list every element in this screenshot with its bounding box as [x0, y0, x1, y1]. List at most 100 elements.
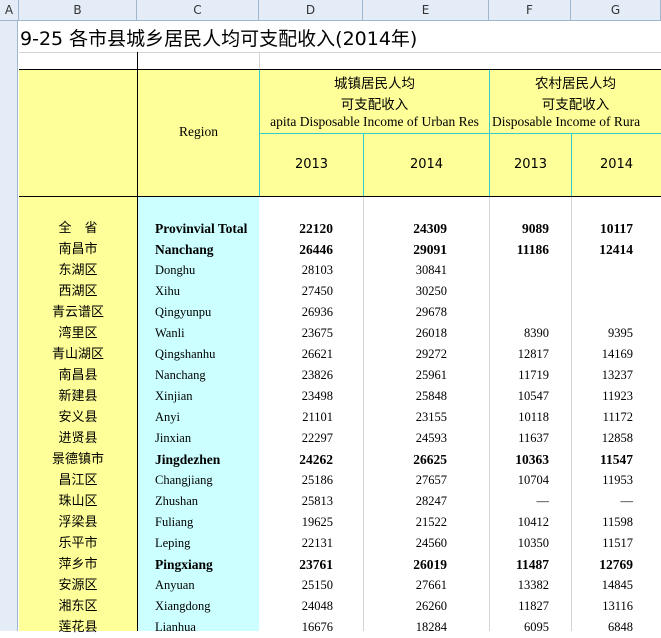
region-name-cn[interactable]: 安义县	[58, 410, 98, 425]
urban-income-2014[interactable]: 30841	[415, 263, 447, 277]
rural-income-2013[interactable]: 10547	[517, 389, 549, 403]
rural-income-2014[interactable]: 10117	[599, 221, 633, 236]
rural-income-2013[interactable]: 10350	[517, 536, 549, 550]
region-name-en[interactable]: Anyuan	[155, 578, 195, 592]
region-name-cn[interactable]: 莲花县	[58, 620, 98, 635]
rural-income-2014[interactable]: 14169	[601, 347, 633, 361]
rural-income-2014[interactable]: 9395	[608, 326, 633, 340]
urban-income-2014[interactable]: 28247	[415, 494, 447, 508]
region-name-en[interactable]: Qingyunpu	[155, 305, 212, 319]
region-name-cn[interactable]: 浮梁县	[58, 515, 98, 530]
urban-income-2014[interactable]: 27657	[415, 473, 447, 487]
urban-income-2014[interactable]: 18284	[415, 620, 447, 634]
urban-income-2013[interactable]: 25186	[301, 473, 333, 487]
region-name-cn[interactable]: 东湖区	[58, 263, 98, 278]
urban-income-2014[interactable]: 27661	[415, 578, 447, 592]
region-name-cn[interactable]: 珠山区	[58, 494, 98, 509]
urban-income-2014[interactable]: 25848	[415, 389, 447, 403]
region-name-cn[interactable]: 青云谱区	[51, 305, 104, 320]
urban-income-2014[interactable]: 24309	[413, 221, 447, 236]
rural-income-2014[interactable]	[571, 302, 633, 323]
region-name-en[interactable]: Nanchang	[155, 368, 206, 382]
rural-income-2013[interactable]: 10412	[517, 515, 549, 529]
rural-income-2014[interactable]: 14845	[601, 578, 633, 592]
region-name-en[interactable]: Anyi	[155, 410, 180, 424]
urban-income-2014[interactable]: 24593	[415, 431, 447, 445]
region-name-en[interactable]: Lianhua	[155, 620, 196, 634]
region-name-en[interactable]: Xinjian	[155, 389, 193, 403]
region-name-cn[interactable]: 全 省	[58, 221, 98, 236]
region-name-cn[interactable]: 南昌县	[58, 368, 98, 383]
urban-income-2013[interactable]: 25150	[301, 578, 333, 592]
rural-income-2013[interactable]: 10704	[517, 473, 549, 487]
region-name-cn[interactable]: 进贤县	[58, 431, 98, 446]
rural-income-2013[interactable]: 10363	[515, 452, 549, 467]
rural-income-2013[interactable]: 11487	[515, 557, 549, 572]
urban-income-2013[interactable]: 23498	[301, 389, 333, 403]
urban-income-2013[interactable]: 24262	[299, 452, 333, 467]
urban-income-2013[interactable]: 23761	[299, 557, 333, 572]
region-name-cn[interactable]: 安源区	[58, 578, 98, 593]
rural-income-2014[interactable]: 12769	[599, 557, 633, 572]
region-name-cn[interactable]: 西湖区	[58, 284, 98, 299]
urban-income-2013[interactable]: 26621	[301, 347, 333, 361]
region-name-en[interactable]: Fuliang	[155, 515, 194, 529]
rural-income-2013[interactable]: 11637	[518, 431, 549, 445]
rural-income-2014[interactable]: 13237	[601, 368, 633, 382]
urban-income-2014[interactable]: 29091	[413, 242, 447, 257]
rural-income-2014[interactable]: 11172	[602, 410, 633, 424]
region-name-cn[interactable]: 萍乡市	[58, 557, 98, 572]
urban-income-2013[interactable]: 24048	[301, 599, 333, 613]
region-name-cn[interactable]: 湾里区	[58, 326, 98, 341]
urban-income-2014[interactable]: 30250	[415, 284, 447, 298]
region-name-en[interactable]: Donghu	[155, 263, 196, 277]
urban-income-2013[interactable]: 23826	[301, 368, 333, 382]
region-name-en[interactable]: Jingdezhen	[155, 452, 221, 467]
region-name-cn[interactable]: 景德镇市	[51, 452, 104, 467]
urban-income-2013[interactable]: 22131	[301, 536, 333, 550]
urban-income-2014[interactable]: 26625	[413, 452, 447, 467]
urban-income-2014[interactable]: 29272	[415, 347, 447, 361]
column-header-a[interactable]: A	[0, 0, 19, 21]
urban-income-2014[interactable]: 24560	[415, 536, 447, 550]
rural-income-2014[interactable]: 11953	[602, 473, 633, 487]
rural-income-2013[interactable]: 10118	[518, 410, 549, 424]
urban-income-2013[interactable]: 23675	[301, 326, 333, 340]
urban-income-2014[interactable]: 26260	[415, 599, 447, 613]
column-header-d[interactable]: D	[259, 0, 363, 21]
rural-income-2013[interactable]: 9089	[522, 221, 549, 236]
rural-income-2013[interactable]	[489, 260, 549, 281]
region-name-en[interactable]: Xiangdong	[155, 599, 211, 613]
urban-income-2013[interactable]: 28103	[301, 263, 333, 277]
region-name-en[interactable]: Nanchang	[155, 242, 214, 257]
region-name-en[interactable]: Jinxian	[155, 431, 192, 445]
rural-income-2013[interactable]: —	[536, 494, 550, 508]
rural-income-2014[interactable]: 12414	[599, 242, 633, 257]
region-name-en[interactable]: Pingxiang	[155, 557, 213, 572]
urban-income-2014[interactable]: 26019	[413, 557, 447, 572]
urban-income-2014[interactable]: 23155	[415, 410, 447, 424]
column-header-f[interactable]: F	[489, 0, 571, 21]
rural-income-2014[interactable]: 11598	[602, 515, 633, 529]
column-header-e[interactable]: E	[363, 0, 489, 21]
urban-income-2014[interactable]: 21522	[415, 515, 447, 529]
column-header-c[interactable]: C	[137, 0, 259, 21]
rural-income-2013[interactable]	[489, 302, 549, 323]
urban-income-2013[interactable]: 21101	[302, 410, 333, 424]
rural-income-2014[interactable]: 12858	[601, 431, 633, 445]
urban-income-2013[interactable]: 26936	[301, 305, 333, 319]
urban-income-2013[interactable]: 22297	[301, 431, 333, 445]
rural-income-2013[interactable]: 12817	[517, 347, 549, 361]
rural-income-2013[interactable]: 6095	[524, 620, 549, 634]
urban-income-2014[interactable]: 26018	[415, 326, 447, 340]
region-name-en[interactable]: Leping	[155, 536, 191, 550]
rural-income-2014[interactable]: 11923	[602, 389, 633, 403]
region-name-cn[interactable]: 南昌市	[58, 242, 98, 257]
region-name-en[interactable]: Changjiang	[155, 473, 213, 487]
region-name-cn[interactable]: 新建县	[58, 389, 98, 404]
urban-income-2014[interactable]: 25961	[415, 368, 447, 382]
urban-income-2013[interactable]: 26446	[299, 242, 333, 257]
region-name-en[interactable]: Provinvial Total	[155, 221, 248, 236]
region-name-cn[interactable]: 湘东区	[58, 599, 98, 614]
region-name-cn[interactable]: 青山湖区	[51, 347, 104, 362]
